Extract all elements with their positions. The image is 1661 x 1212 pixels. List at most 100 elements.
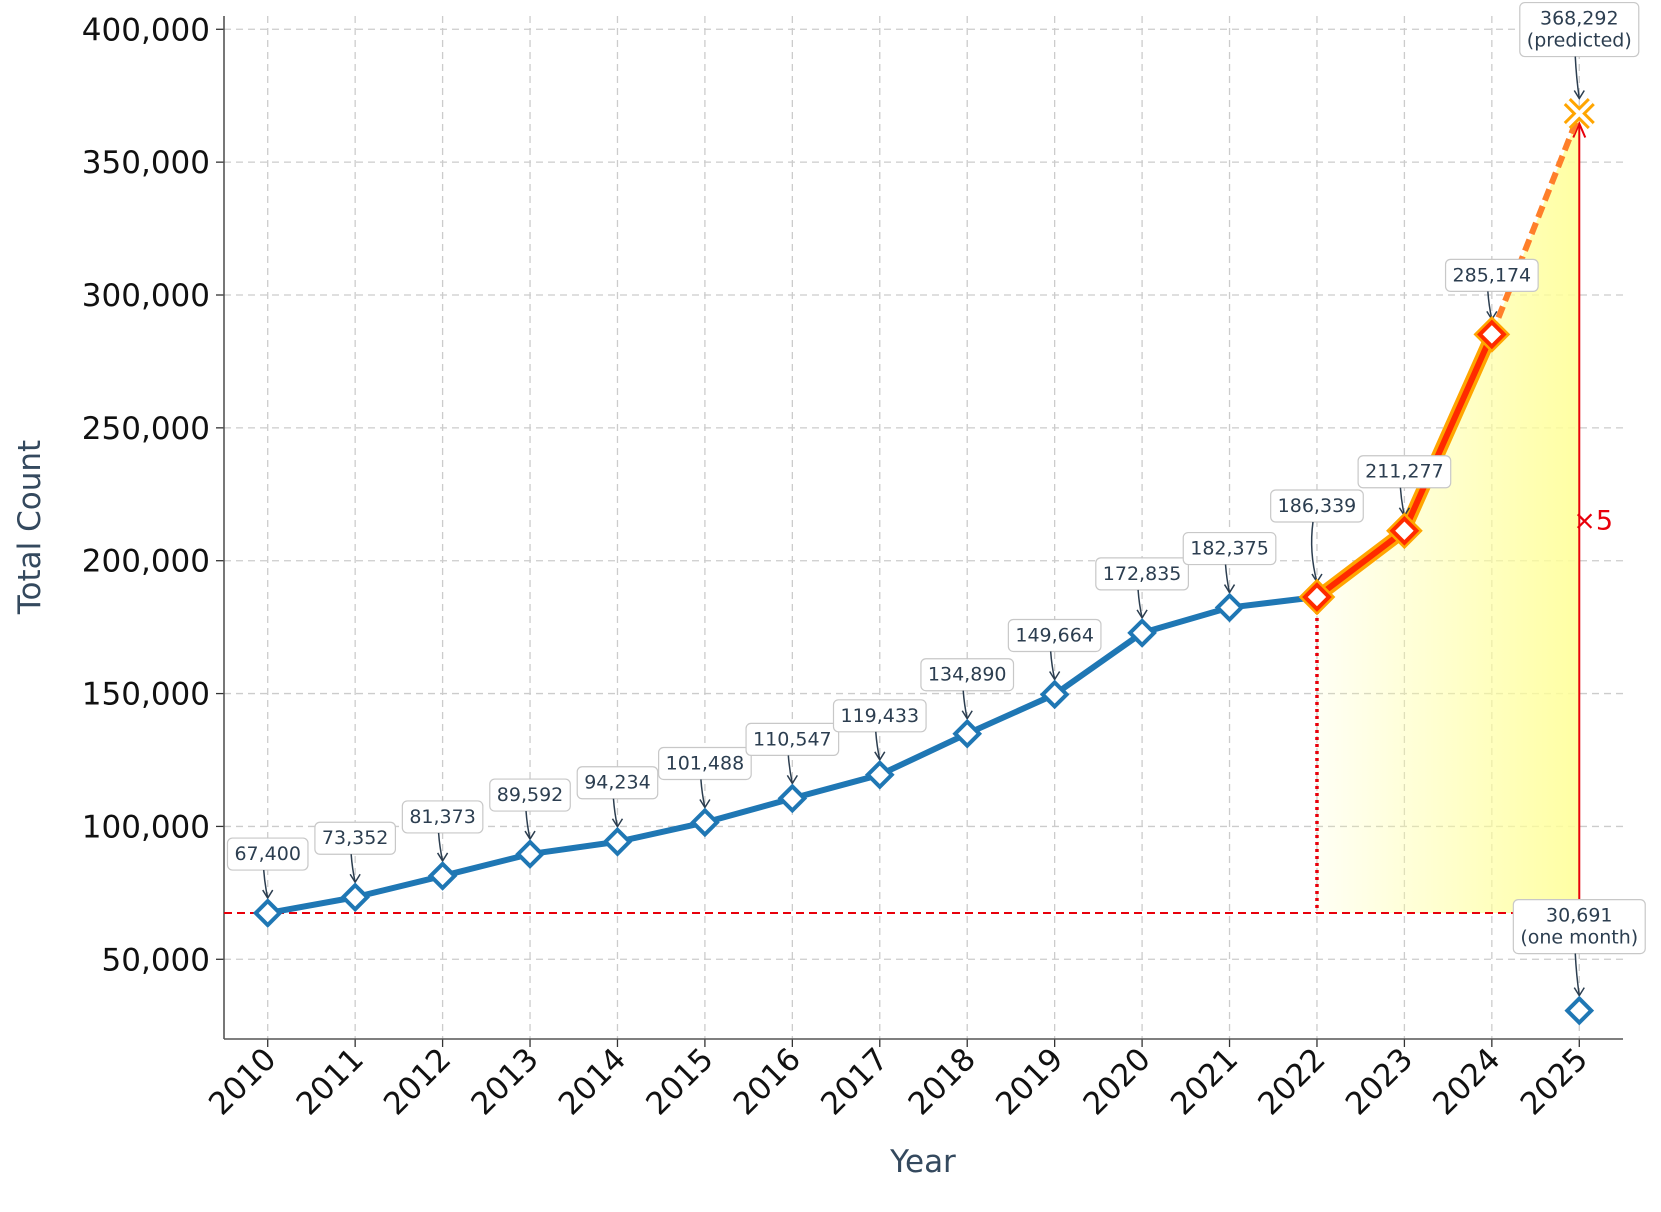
data-label-box [1007,618,1102,653]
growth-arrow-head [1572,120,1587,138]
x-tick-label: 2014 [552,1041,633,1122]
x-tick-label: 2017 [814,1041,895,1122]
data-label: 182,375 [1182,531,1277,594]
data-label-text: 67,400 [234,843,300,865]
marker [1214,592,1245,623]
data-label-text: 119,433 [840,705,919,727]
data-label: 101,488 [658,746,752,809]
data-label-text: 94,234 [584,772,650,794]
data-label-text: 211,277 [1365,461,1444,483]
marker [602,826,633,857]
data-label: 89,592 [489,778,571,841]
marker [777,783,808,814]
data-label: 134,890 [920,658,1015,721]
data-label-box [658,746,752,781]
data-label-box [1444,258,1539,292]
data-label-arrow [1049,651,1056,680]
marker-inner [1565,100,1593,127]
data-label-arrow-head [1573,90,1585,100]
data-label: 368,292 (predicted) [1519,1,1640,100]
data-label-box [1512,898,1646,955]
data-label-text: 73,352 [322,827,388,849]
x-tick-label: 2011 [290,1041,371,1122]
data-label: 172,835 [1095,557,1189,620]
y-tick-label: 200,000 [82,544,210,580]
data-label-arrow [525,811,531,840]
data-label-box [314,821,396,855]
data-label-arrow-head [786,775,798,785]
data-label-arrow-head [262,889,274,900]
series-line [1489,112,1583,336]
data-label-arrow [962,690,968,719]
data-label-box [401,800,484,834]
data-label-arrow [1310,521,1318,583]
marker [1039,679,1070,710]
data-label-text: 182,375 [1190,538,1269,560]
data-label-text: 285,174 [1453,264,1532,286]
x-tick-label: 2010 [202,1041,283,1122]
marker [864,759,895,790]
data-label: 73,352 [314,821,396,884]
data-label-arrow-head [874,751,886,762]
data-label-box [1270,489,1364,523]
data-label-arrow-head [1573,987,1585,998]
data-label-arrow [350,854,356,883]
data-label-box [1519,1,1640,58]
data-label-arrow-head [524,830,536,841]
growth-annotation: ×5 [1573,505,1613,536]
data-label-text: 149,664 [1015,624,1094,646]
data-label-arrow [437,832,444,862]
data-label-arrow [700,779,706,808]
data-label-arrow [262,869,269,899]
marker [1127,618,1157,648]
data-label: 211,277 [1357,455,1452,518]
data-label-arrow [1574,953,1581,996]
data-label: 285,174 [1444,258,1539,321]
data-label-arrow-head [1136,609,1148,620]
data-label-arrow [875,731,881,760]
data-label-arrow-head [436,852,449,863]
x-tick-label: 2020 [1076,1041,1157,1122]
data-label-arrow [787,755,794,784]
x-tick-label: 2013 [464,1041,545,1122]
data-label: 119,433 [832,699,927,762]
x-tick-label: 2025 [1514,1041,1595,1122]
x-tick-label: 2012 [377,1041,458,1122]
data-label-arrow [1137,589,1143,619]
y-tick-label: 350,000 [82,145,210,181]
data-label-box [226,837,309,871]
marker [427,861,458,891]
data-label-arrow [1574,56,1581,99]
data-label-text: 134,890 [928,664,1007,686]
marker [1477,319,1507,350]
marker [515,839,545,869]
data-label-text: 30,691 (one month) [1520,905,1638,949]
x-tick-label: 2024 [1426,1041,1507,1122]
data-label-box [832,699,927,733]
marker [1302,582,1332,612]
y-axis-title: Total Count [12,440,48,615]
marker [1564,995,1595,1026]
data-label-arrow-head [699,799,711,809]
marker [1389,515,1420,546]
x-tick-label: 2016 [727,1041,808,1122]
marker [252,898,283,928]
data-label: 81,373 [401,800,484,863]
data-label-arrow [1224,564,1231,593]
x-tick-label: 2015 [639,1041,720,1122]
x-tick-label: 2021 [1164,1041,1245,1122]
data-label-box [1357,455,1452,489]
y-tick-label: 250,000 [82,411,210,447]
marker [340,882,370,913]
y-tick-label: 300,000 [82,278,210,314]
marker [690,807,720,838]
data-label-box [1095,557,1189,591]
x-tick-label: 2022 [1251,1041,1332,1122]
data-label-text: 368,292 (predicted) [1527,8,1632,52]
y-tick-label: 50,000 [102,942,210,978]
x-tick-label: 2019 [989,1041,1070,1122]
data-label-arrow-head [1049,671,1061,681]
data-label-box [1182,531,1277,566]
data-label-arrow [612,798,619,827]
